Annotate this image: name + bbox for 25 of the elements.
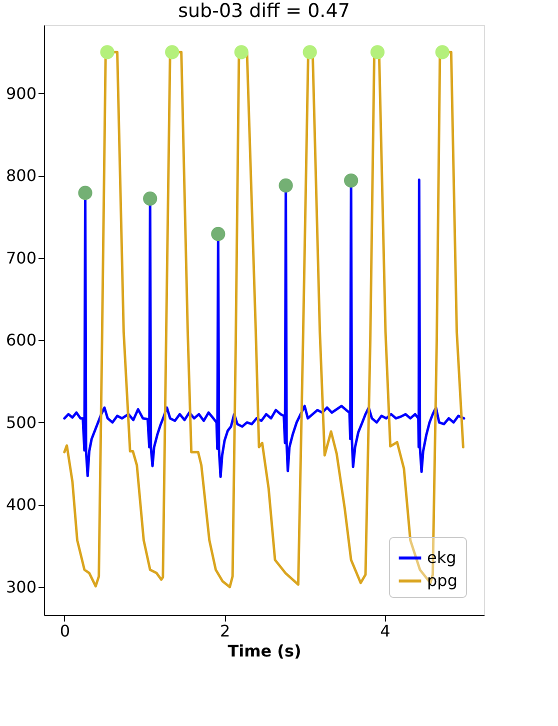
point <box>344 173 358 188</box>
y-tick-label: 800 <box>6 166 36 186</box>
point <box>370 45 385 60</box>
y-tick-label: 700 <box>6 248 36 268</box>
x-tick-label: 0 <box>60 622 70 640</box>
point <box>78 186 92 200</box>
y-tick-label: 500 <box>6 412 36 432</box>
point <box>435 45 450 60</box>
point <box>302 45 317 60</box>
y-tick-label: 600 <box>6 330 36 350</box>
legend-label: ekg <box>427 548 456 567</box>
point <box>278 178 293 193</box>
y-tick-label: 300 <box>6 578 36 597</box>
point <box>211 226 226 242</box>
point <box>234 45 248 60</box>
legend-label: ppg <box>427 571 458 590</box>
point <box>100 45 114 60</box>
point <box>165 45 180 60</box>
point <box>143 192 158 206</box>
x-tick-label: 2 <box>220 622 230 640</box>
y-tick-label: 400 <box>6 495 36 514</box>
y-tick-label: 900 <box>6 84 36 103</box>
chart-title: sub-03 diff = 0.47 <box>178 0 350 22</box>
x-tick-label: 4 <box>380 622 390 640</box>
x-axis-title: Time (s) <box>228 642 302 660</box>
